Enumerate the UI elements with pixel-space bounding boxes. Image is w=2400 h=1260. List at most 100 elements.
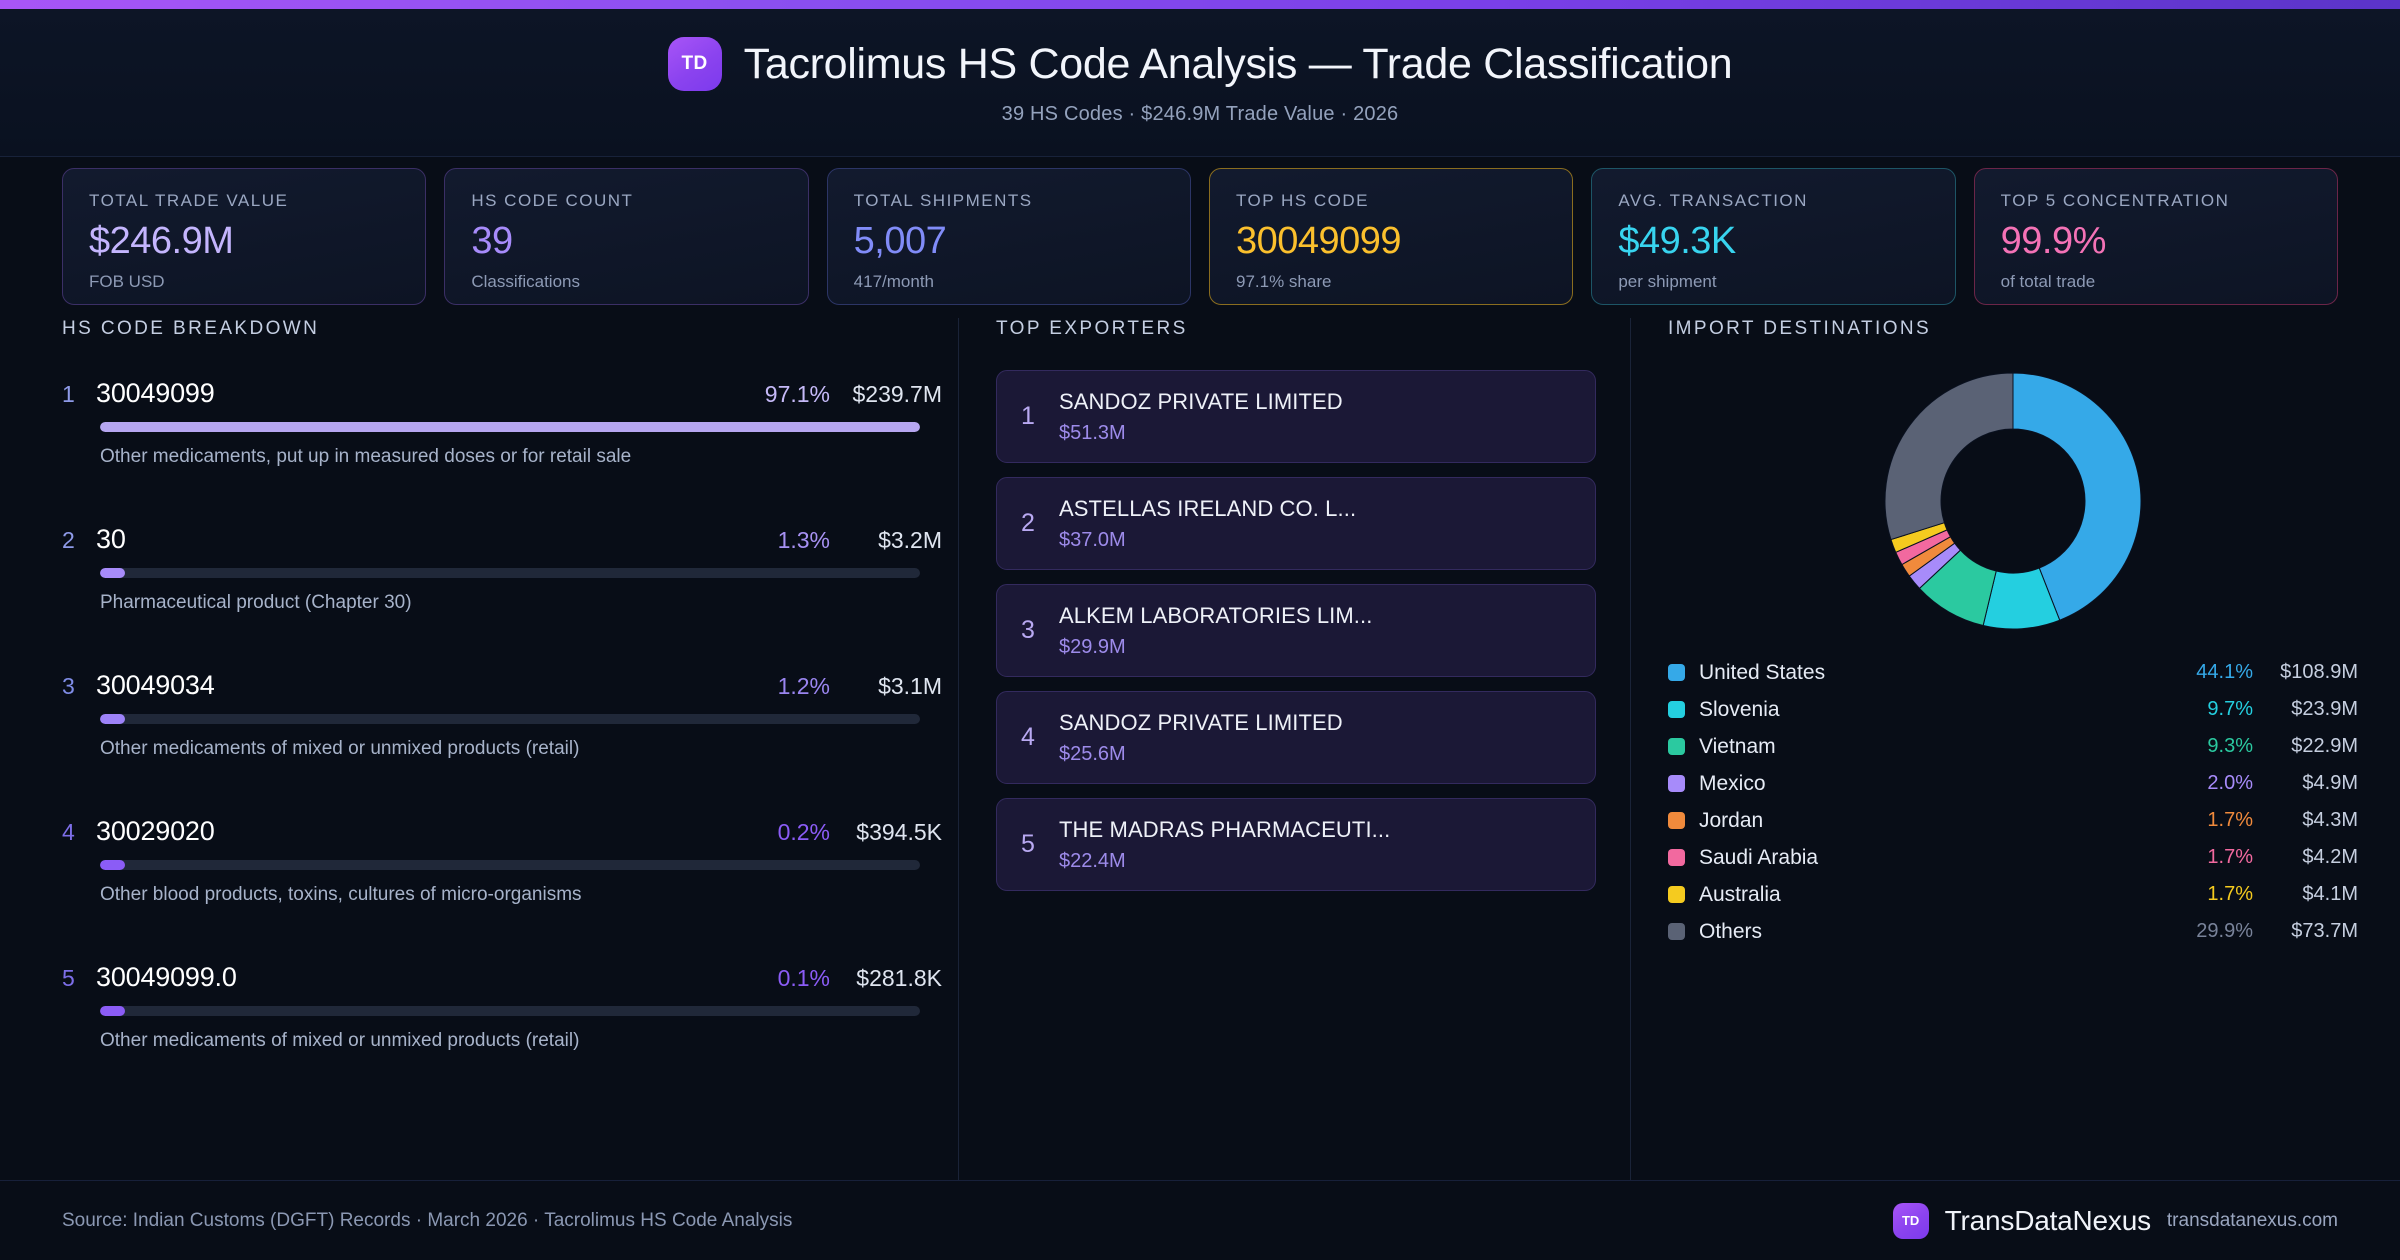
exporter-value: $22.4M xyxy=(1059,849,1126,872)
kpi-sublabel: of total trade xyxy=(2000,272,2096,291)
column-divider-2 xyxy=(1630,318,1631,1180)
hs-bar-fill xyxy=(100,714,126,724)
kpi-sublabel: per shipment xyxy=(1618,272,1717,291)
hs-rank: 3 xyxy=(62,673,75,699)
footer-brand-url: transdatanexus.com xyxy=(2166,1209,2338,1231)
legend-percent: 9.7% xyxy=(2207,698,2253,720)
exporter-body: THE MADRAS PHARMACEUTI... $22.4M xyxy=(1059,817,1390,873)
exporter-body: SANDOZ PRIVATE LIMITED $25.6M xyxy=(1059,710,1343,766)
legend-value: $22.9M xyxy=(2291,735,2358,757)
hs-code-row[interactable]: 5 30049099.0 0.1% $281.8K Other medicaments … xyxy=(62,962,942,1052)
hs-code: 30 xyxy=(96,524,126,554)
kpi-card-0: TOTAL TRADE VALUE $246.9M FOB USD xyxy=(62,168,427,305)
import-destinations-panel: IMPORT DESTINATIONS United States 44.1% $1… xyxy=(1668,318,2358,950)
hs-value: $3.2M xyxy=(878,527,942,553)
hs-code: 30049099 xyxy=(96,378,215,408)
legend-percent: 1.7% xyxy=(2207,883,2253,905)
hs-row-head: 4 30029020 0.2% $394.5K xyxy=(62,816,942,847)
legend-swatch xyxy=(1668,849,1685,866)
hs-bar-fill xyxy=(100,860,126,870)
exporter-card[interactable]: 5 THE MADRAS PHARMACEUTI... $22.4M xyxy=(996,798,1596,891)
column-divider-1 xyxy=(958,318,959,1180)
hs-rank: 5 xyxy=(62,965,75,991)
kpi-label: TOTAL TRADE VALUE xyxy=(89,191,289,210)
hs-description: Pharmaceutical product (Chapter 30) xyxy=(100,592,412,613)
legend-label: Others xyxy=(1699,919,1763,943)
page-title: Tacrolimus HS Code Analysis — Trade Clas… xyxy=(743,39,1733,88)
hs-value: $3.1M xyxy=(878,673,942,699)
kpi-sublabel: 97.1% share xyxy=(1235,272,1332,291)
exporter-value: $51.3M xyxy=(1059,421,1126,444)
kpi-value: 99.9% xyxy=(2000,220,2107,262)
exporter-card[interactable]: 2 ASTELLAS IRELAND CO. L... $37.0M xyxy=(996,477,1596,570)
legend-row[interactable]: Vietnam 9.3% $22.9M xyxy=(1668,728,2358,765)
footer-source-text: Source: Indian Customs (DGFT) Records · … xyxy=(62,1209,793,1231)
top-exporters-panel: TOP EXPORTERS 1 SANDOZ PRIVATE LIMITED $51… xyxy=(996,318,1596,905)
hs-value: $281.8K xyxy=(856,965,942,991)
donut-slice-united-states[interactable] xyxy=(2012,372,2142,621)
legend-row[interactable]: Jordan 1.7% $4.3M xyxy=(1668,802,2358,839)
legend-swatch xyxy=(1668,664,1685,681)
hs-code-row[interactable]: 1 30049099 97.1% $239.7M Other medicaments, … xyxy=(62,378,942,468)
main-content: HS CODE BREAKDOWN 1 30049099 97.1% $239.7M O… xyxy=(0,318,2400,1180)
hs-percent: 1.2% xyxy=(777,673,830,699)
exporter-name: SANDOZ PRIVATE LIMITED xyxy=(1059,709,1343,735)
hs-bar-track xyxy=(100,422,920,432)
exporter-value: $29.9M xyxy=(1059,635,1126,658)
legend-row[interactable]: Saudi Arabia 1.7% $4.2M xyxy=(1668,839,2358,876)
legend-swatch xyxy=(1668,775,1685,792)
legend-row[interactable]: United States 44.1% $108.9M xyxy=(1668,654,2358,691)
exporter-value: $25.6M xyxy=(1059,742,1126,765)
legend-label: Mexico xyxy=(1699,771,1766,795)
kpi-card-row: TOTAL TRADE VALUE $246.9M FOB USD HS CODE C… xyxy=(62,168,2338,305)
kpi-sublabel: 417/month xyxy=(853,272,934,291)
legend-label: United States xyxy=(1699,660,1826,684)
hs-description: Other blood products, toxins, cultures o… xyxy=(100,884,582,905)
legend-row[interactable]: Others 29.9% $73.7M xyxy=(1668,913,2358,950)
legend-percent: 29.9% xyxy=(2196,920,2253,942)
footer-logo-badge: TD xyxy=(1892,1202,1929,1239)
kpi-label: AVG. TRANSACTION xyxy=(1618,191,1808,210)
exporter-card[interactable]: 4 SANDOZ PRIVATE LIMITED $25.6M xyxy=(996,691,1596,784)
legend-row[interactable]: Australia 1.7% $4.1M xyxy=(1668,876,2358,913)
hs-bar-fill xyxy=(100,1006,126,1016)
exporter-value: $37.0M xyxy=(1059,528,1126,551)
top-exporters-title: TOP EXPORTERS xyxy=(996,318,1188,339)
exporter-card[interactable]: 1 SANDOZ PRIVATE LIMITED $51.3M xyxy=(996,370,1596,463)
brand-logo-badge: TD xyxy=(667,37,722,91)
legend-row[interactable]: Slovenia 9.7% $23.9M xyxy=(1668,691,2358,728)
donut-slice-others[interactable] xyxy=(1884,372,2014,541)
legend-swatch xyxy=(1668,812,1685,829)
exporter-name: ASTELLAS IRELAND CO. L... xyxy=(1059,495,1357,521)
legend-row[interactable]: Mexico 2.0% $4.9M xyxy=(1668,765,2358,802)
hs-code-breakdown-panel: HS CODE BREAKDOWN 1 30049099 97.1% $239.7M O… xyxy=(62,318,942,1052)
hs-value: $239.7M xyxy=(852,381,942,407)
hs-percent: 0.1% xyxy=(777,965,830,991)
hs-code-row[interactable]: 2 30 1.3% $3.2M Pharmaceutical product (Chap… xyxy=(62,524,942,614)
kpi-label: TOP HS CODE xyxy=(1235,191,1369,210)
legend-value: $108.9M xyxy=(2280,661,2358,683)
exporter-body: SANDOZ PRIVATE LIMITED $51.3M xyxy=(1059,389,1343,445)
kpi-value: 30049099 xyxy=(1235,220,1402,262)
exporter-rank: 2 xyxy=(1021,509,1035,537)
legend-value: $4.2M xyxy=(2302,846,2358,868)
legend-swatch xyxy=(1668,886,1685,903)
legend-label: Slovenia xyxy=(1699,697,1780,721)
exporter-card[interactable]: 3 ALKEM LABORATORIES LIM... $29.9M xyxy=(996,584,1596,677)
hs-rank: 1 xyxy=(62,381,75,407)
exporter-body: ASTELLAS IRELAND CO. L... $37.0M xyxy=(1059,496,1356,552)
hs-code-row[interactable]: 3 30049034 1.2% $3.1M Other medicaments of m… xyxy=(62,670,942,760)
hs-bar-track xyxy=(100,714,920,724)
kpi-value: $246.9M xyxy=(89,220,234,262)
legend-label: Saudi Arabia xyxy=(1699,845,1819,869)
hs-code-row[interactable]: 4 30029020 0.2% $394.5K Other blood products… xyxy=(62,816,942,906)
legend-label: Australia xyxy=(1699,882,1781,906)
hs-code: 30049099.0 xyxy=(96,962,237,992)
hs-description: Other medicaments of mixed or unmixed pr… xyxy=(100,738,580,759)
kpi-sublabel: FOB USD xyxy=(89,272,165,291)
legend-value: $73.7M xyxy=(2291,920,2358,942)
hs-row-metrics: 0.1% $281.8K xyxy=(778,965,942,992)
kpi-label: TOP 5 CONCENTRATION xyxy=(2000,191,2230,210)
hs-rank: 4 xyxy=(62,819,75,845)
exporter-rank: 4 xyxy=(1021,723,1035,751)
